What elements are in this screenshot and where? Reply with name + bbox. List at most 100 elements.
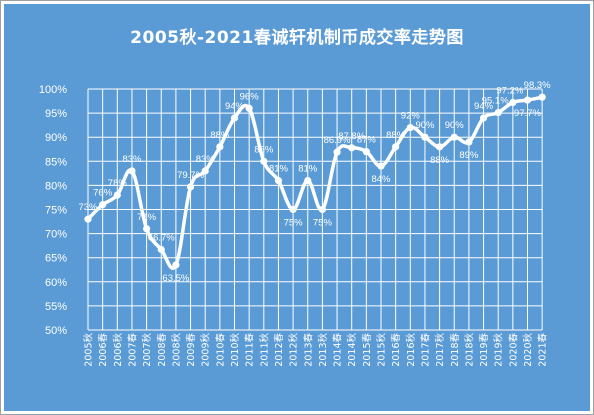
data-point <box>348 144 356 152</box>
data-point <box>465 138 473 146</box>
data-point <box>84 215 92 223</box>
x-tick-label: 2015秋 <box>376 333 388 367</box>
data-label: 97.2% <box>496 85 523 96</box>
data-label: 89% <box>459 150 479 161</box>
data-label: 84% <box>371 174 391 185</box>
data-label: 94% <box>474 101 494 112</box>
gridlines <box>87 88 543 331</box>
data-point <box>392 143 400 151</box>
x-tick-label: 2018春 <box>449 333 461 367</box>
line-chart: 50% 55% 60% 65% 70% 75% 80% 85% 90% 95% 100% 2005秋… <box>39 80 551 367</box>
data-point <box>143 225 151 233</box>
x-tick-label: 2009春 <box>185 333 197 367</box>
data-label: 76% <box>93 188 113 199</box>
data-label: 83% <box>196 154 216 165</box>
data-point <box>538 93 546 101</box>
data-label: 88% <box>386 130 406 141</box>
data-point <box>421 133 429 141</box>
chart-panel: 2005秋-2021春诚轩机制币成交率走势图 50% 55% 60% 65% 70% 75… <box>4 4 590 411</box>
x-tick-label: 2010春 <box>214 333 226 367</box>
y-tick-label: 50% <box>45 325 67 337</box>
x-tick-label: 2016春 <box>390 333 402 367</box>
chart-title: 2005秋-2021春诚轩机制币成交率走势图 <box>130 28 464 48</box>
x-tick-label: 2015春 <box>361 333 373 367</box>
data-point <box>128 167 136 175</box>
data-label: 94% <box>225 101 245 112</box>
data-label: 71% <box>137 212 157 223</box>
data-label: 97.7% <box>514 108 541 119</box>
data-label: 88% <box>210 130 230 141</box>
y-tick-label: 60% <box>45 277 67 289</box>
data-point <box>274 176 283 185</box>
x-tick-label: 2020秋 <box>522 333 534 367</box>
x-tick-label: 2016秋 <box>405 333 417 367</box>
data-point <box>245 104 253 112</box>
data-labels: 73%76%78%83%71%66.7%63.5%79.7%83%88%94%9… <box>78 80 551 284</box>
series-points <box>84 93 546 269</box>
data-label: 86.9% <box>324 135 351 146</box>
x-tick-label: 2018秋 <box>463 333 475 367</box>
data-point <box>289 205 297 214</box>
x-tick-label: 2021春 <box>537 333 549 367</box>
x-tick-label: 2008春 <box>156 333 168 367</box>
data-label: 90% <box>445 120 465 131</box>
data-label: 92% <box>401 111 421 122</box>
x-tick-label: 2019秋 <box>493 333 505 367</box>
data-label: 73% <box>78 202 98 213</box>
x-tick-label: 2009秋 <box>200 333 212 367</box>
x-tick-label: 2014秋 <box>346 333 358 367</box>
x-tick-label: 2011春 <box>244 333 256 367</box>
x-tick-label: 2012秋 <box>288 333 300 367</box>
x-tick-label: 2013秋 <box>317 333 329 367</box>
y-tick-label: 100% <box>39 84 67 96</box>
data-point <box>509 98 517 107</box>
data-label: 96% <box>240 91 260 102</box>
x-tick-label: 2006秋 <box>112 333 124 367</box>
data-label: 79.7% <box>177 170 204 181</box>
data-point <box>494 109 502 117</box>
data-label: 75% <box>313 218 333 229</box>
data-point <box>450 133 458 141</box>
x-tick-label: 2019春 <box>478 333 490 367</box>
x-tick-label: 2020春 <box>507 333 519 367</box>
data-label: 78% <box>108 178 128 189</box>
data-label: 88% <box>430 155 450 166</box>
data-point <box>186 183 195 191</box>
y-tick-label: 95% <box>45 108 67 120</box>
y-tick-label: 65% <box>45 253 67 265</box>
data-point <box>172 261 180 269</box>
data-point <box>113 191 121 199</box>
x-tick-label: 2014春 <box>332 333 344 367</box>
x-tick-label: 2012春 <box>273 333 285 367</box>
data-label: 83% <box>122 154 142 165</box>
data-point <box>157 245 165 254</box>
data-point <box>479 114 488 122</box>
x-tick-label: 2005秋 <box>83 333 95 367</box>
data-label: 98.3% <box>524 80 551 91</box>
x-tick-label: 2006春 <box>97 333 109 367</box>
data-point <box>406 123 414 132</box>
data-point <box>99 201 107 209</box>
y-tick-label: 80% <box>45 180 67 192</box>
data-point <box>436 143 444 151</box>
data-point <box>260 157 268 165</box>
data-point <box>304 176 312 185</box>
data-label: 85% <box>254 144 274 155</box>
x-tick-label: 2013春 <box>302 333 314 367</box>
data-label: 90% <box>415 120 435 131</box>
data-label: 75% <box>284 218 304 229</box>
data-label: 81% <box>298 164 318 175</box>
x-tick-label: 2011秋 <box>258 333 270 367</box>
x-tick-label: 2008秋 <box>170 333 182 367</box>
data-label: 87.8% <box>338 131 365 142</box>
x-tick-label: 2017秋 <box>434 333 446 367</box>
data-label: 81% <box>269 164 289 175</box>
x-tick-label: 2010秋 <box>229 333 241 367</box>
x-tick-label: 2017春 <box>419 333 431 367</box>
data-point <box>201 167 209 175</box>
y-tick-label: 70% <box>45 229 67 241</box>
data-point <box>318 205 326 214</box>
x-tick-label: 2007春 <box>126 333 138 367</box>
x-tick-label: 2007秋 <box>141 333 153 367</box>
